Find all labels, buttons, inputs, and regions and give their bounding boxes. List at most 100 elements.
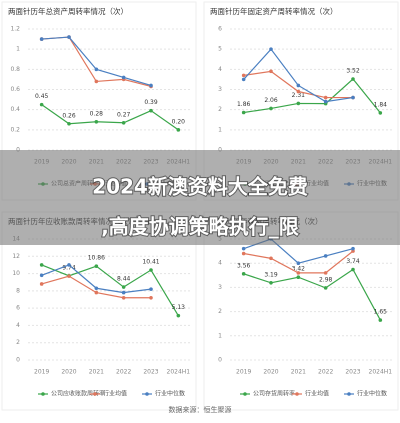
data-label: 5.13: [172, 304, 186, 311]
data-point: [351, 246, 355, 251]
x-tick-label: 2022: [318, 369, 333, 376]
data-point: [94, 264, 99, 268]
data-label: 0.20: [172, 118, 186, 125]
overlay-text: 2024新澳资料大全免费: [92, 175, 308, 199]
y-tick-label: 1: [218, 332, 222, 339]
data-point: [121, 285, 126, 289]
data-label: 0.45: [35, 93, 49, 100]
y-tick-label: 3: [218, 284, 222, 291]
legend-label: 行业均值: [305, 390, 329, 398]
y-tick-label: 8: [16, 287, 20, 294]
data-point: [296, 271, 301, 275]
data-point: [121, 295, 126, 300]
data-point: [149, 287, 153, 291]
source-note: 数据来源：恒生聚源: [169, 405, 232, 414]
data-point: [351, 95, 355, 100]
data-point: [149, 108, 153, 113]
data-point: [94, 79, 99, 84]
y-tick-label: 2: [16, 339, 20, 346]
x-tick-label: 2023: [345, 369, 360, 376]
y-tick-label: 0.6: [10, 86, 20, 93]
legend-label: 行业均值: [103, 390, 127, 398]
data-label: 2.06: [264, 97, 278, 104]
data-point: [176, 128, 181, 132]
x-tick-label: 2024H1: [167, 369, 191, 376]
x-tick-label: 2024H1: [369, 369, 393, 376]
legend-label: 行业中位数: [357, 390, 387, 398]
data-label: 9.74: [62, 264, 76, 271]
data-point: [39, 282, 44, 286]
data-point: [149, 295, 153, 300]
y-tick-label: 1.2: [10, 26, 20, 33]
data-point: [39, 273, 44, 278]
data-point: [296, 89, 301, 94]
legend-marker: [93, 392, 97, 396]
legend-marker: [347, 392, 351, 396]
series-line: [243, 268, 381, 321]
y-tick-label: 4: [16, 322, 20, 329]
y-tick-label: 1: [16, 46, 20, 53]
data-point: [241, 77, 246, 82]
data-point: [296, 261, 301, 266]
data-point: [323, 271, 328, 275]
data-point: [378, 111, 383, 115]
y-tick-label: 12: [12, 253, 20, 260]
y-tick-label: 4: [218, 260, 222, 267]
data-point: [94, 286, 99, 291]
x-tick-label: 2021: [89, 369, 104, 376]
series-line: [41, 264, 179, 316]
data-point: [269, 47, 273, 51]
data-label: 0.27: [117, 111, 131, 118]
data-label: 3.19: [264, 271, 278, 278]
legend-marker: [145, 392, 149, 396]
legend-marker: [295, 392, 299, 396]
data-label: 10.41: [142, 259, 159, 266]
data-label: 3.56: [237, 262, 251, 269]
data-point: [323, 254, 328, 258]
legend-marker: [41, 392, 45, 396]
data-point: [67, 121, 71, 126]
data-point: [351, 267, 355, 272]
data-point: [323, 95, 328, 100]
x-tick-label: 2022: [116, 369, 131, 376]
chart-title: 两面针历年固定资产周转率情况（次）: [210, 6, 338, 16]
data-point: [39, 37, 44, 41]
data-point: [351, 77, 355, 81]
data-label: 1.65: [374, 309, 388, 316]
legend-marker: [243, 392, 247, 396]
data-point: [269, 106, 273, 111]
overlay-banner: [0, 150, 400, 245]
data-label: 2.98: [319, 276, 333, 283]
data-point: [121, 120, 126, 125]
data-point: [94, 290, 99, 295]
data-point: [67, 35, 71, 39]
data-label: 0.39: [144, 99, 158, 106]
data-point: [67, 274, 71, 278]
data-point: [149, 83, 153, 88]
data-point: [241, 110, 246, 115]
y-tick-label: 6: [218, 26, 222, 33]
data-point: [296, 101, 301, 106]
data-point: [149, 268, 153, 272]
data-label: 3.52: [346, 68, 360, 75]
data-point: [121, 75, 126, 80]
series-line: [243, 78, 381, 114]
y-tick-label: 0.8: [10, 66, 20, 73]
y-tick-label: 2: [218, 308, 222, 315]
data-point: [94, 119, 99, 124]
data-point: [176, 313, 181, 318]
chart-title: 两面针历年总资产周转率情况（次）: [8, 6, 128, 16]
data-point: [323, 286, 328, 290]
y-tick-label: 0: [16, 357, 20, 364]
y-tick-label: 5: [218, 46, 222, 53]
data-label: 0.26: [62, 112, 76, 119]
data-point: [39, 263, 44, 267]
x-tick-label: 2019: [34, 369, 49, 376]
data-point: [323, 99, 328, 104]
data-point: [241, 246, 246, 251]
y-tick-label: 10: [12, 270, 20, 277]
x-tick-label: 2019: [236, 369, 251, 376]
y-tick-label: 3: [218, 86, 222, 93]
data-label: 2.31: [292, 92, 306, 99]
y-tick-label: 1: [218, 126, 222, 133]
